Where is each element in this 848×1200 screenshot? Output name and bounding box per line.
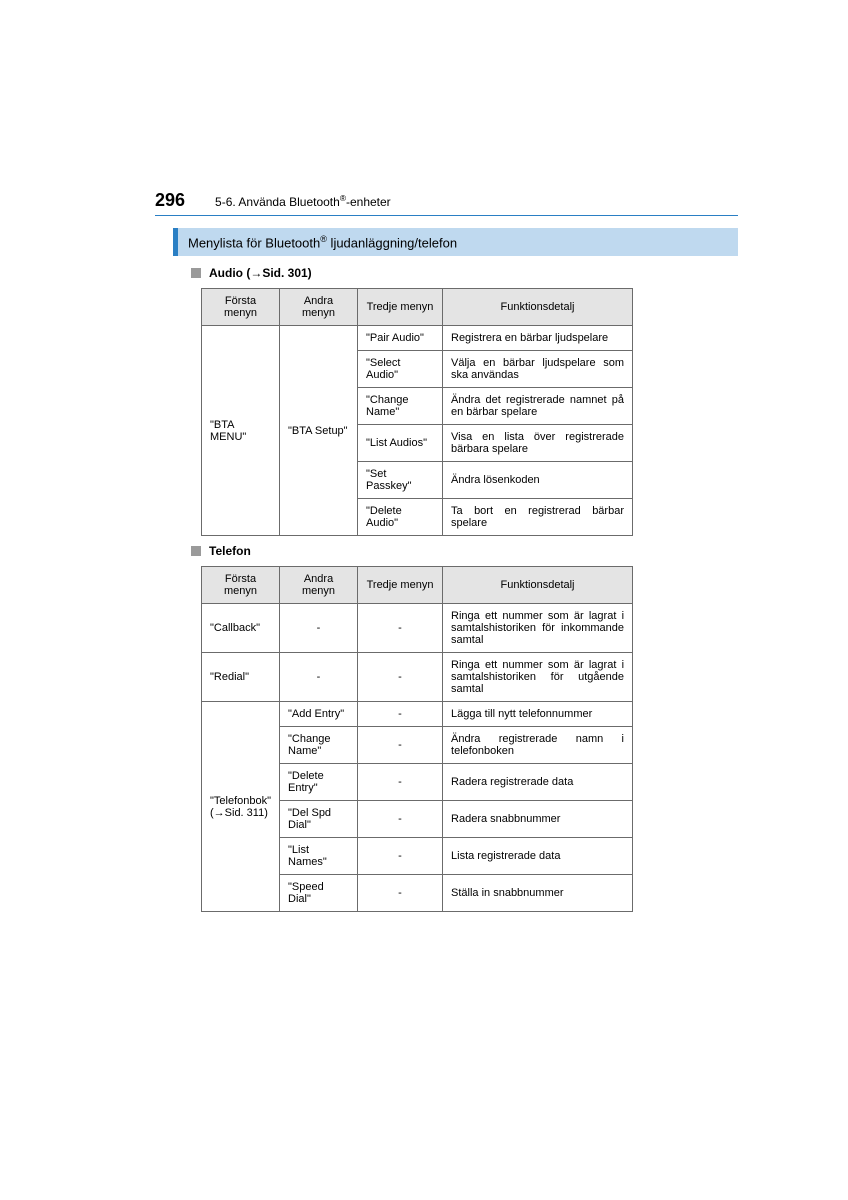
col-header: Tredje menyn: [358, 567, 443, 604]
detail-cell: Radera registrerade data: [443, 764, 633, 801]
table-row: "Telefonbok" (→Sid. 311) "Add Entry" - L…: [202, 702, 633, 727]
table-row: "Redial" - - Ringa ett nummer som är lag…: [202, 653, 633, 702]
telefon-heading: Telefon: [191, 544, 738, 558]
audio-heading: Audio (→Sid. 301): [191, 266, 738, 280]
third-menu-cell: "Delete Audio": [358, 499, 443, 536]
third-menu-cell: "Change Name": [358, 388, 443, 425]
col-header: Andra menyn: [280, 289, 358, 326]
second-menu-cell: "Add Entry": [280, 702, 358, 727]
col-header: Första menyn: [202, 567, 280, 604]
section-path: 5-6. Använda Bluetooth®-enheter: [215, 193, 391, 209]
third-menu-cell: -: [358, 604, 443, 653]
third-menu-cell: -: [358, 875, 443, 912]
third-menu-cell: "List Audios": [358, 425, 443, 462]
detail-cell: Ändra lösenkoden: [443, 462, 633, 499]
third-menu-cell: -: [358, 653, 443, 702]
header-rule: [155, 215, 738, 216]
detail-cell: Ändra registrerade namn i telefonboken: [443, 727, 633, 764]
banner-suffix: ljudanläggning/telefon: [327, 235, 457, 250]
col-header: Funktionsdetalj: [443, 289, 633, 326]
telefonbok-label-2: (→Sid. 311): [210, 807, 268, 819]
detail-cell: Visa en lista över registrerade bärbara …: [443, 425, 633, 462]
detail-cell: Radera snabbnummer: [443, 801, 633, 838]
telefonbok-label-1: "Telefonbok": [210, 795, 271, 807]
first-menu-cell: "Callback": [202, 604, 280, 653]
detail-cell: Välja en bärbar ljudspelare som ska anvä…: [443, 351, 633, 388]
detail-cell: Registrera en bärbar ljudspelare: [443, 326, 633, 351]
col-header: Tredje menyn: [358, 289, 443, 326]
second-menu-cell: "Del Spd Dial": [280, 801, 358, 838]
col-header: Första menyn: [202, 289, 280, 326]
third-menu-cell: "Pair Audio": [358, 326, 443, 351]
page-number: 296: [155, 190, 185, 211]
third-menu-cell: -: [358, 838, 443, 875]
second-menu-cell: "BTA Setup": [280, 326, 358, 536]
audio-heading-text: Audio (→Sid. 301): [209, 266, 312, 280]
second-menu-cell: "List Names": [280, 838, 358, 875]
second-menu-cell: -: [280, 653, 358, 702]
table-header-row: Första menyn Andra menyn Tredje menyn Fu…: [202, 567, 633, 604]
first-menu-cell: "BTA MENU": [202, 326, 280, 536]
banner-title: Menylista för Bluetooth® ljudanläggning/…: [173, 228, 738, 256]
third-menu-cell: -: [358, 764, 443, 801]
detail-cell: Ställa in snabbnummer: [443, 875, 633, 912]
table-header-row: Första menyn Andra menyn Tredje menyn Fu…: [202, 289, 633, 326]
detail-cell: Ringa ett nummer som är lagrat i samtals…: [443, 604, 633, 653]
second-menu-cell: "Change Name": [280, 727, 358, 764]
first-menu-cell: "Telefonbok" (→Sid. 311): [202, 702, 280, 912]
banner-prefix: Menylista för Bluetooth: [188, 235, 320, 250]
third-menu-cell: -: [358, 702, 443, 727]
col-header: Andra menyn: [280, 567, 358, 604]
third-menu-cell: "Set Passkey": [358, 462, 443, 499]
first-menu-cell: "Redial": [202, 653, 280, 702]
table-row: "BTA MENU" "BTA Setup" "Pair Audio" Regi…: [202, 326, 633, 351]
section-path-prefix: 5-6. Använda Bluetooth: [215, 195, 340, 209]
table-row: "Callback" - - Ringa ett nummer som är l…: [202, 604, 633, 653]
audio-table: Första menyn Andra menyn Tredje menyn Fu…: [201, 288, 633, 536]
detail-cell: Lista registrerade data: [443, 838, 633, 875]
third-menu-cell: -: [358, 801, 443, 838]
detail-cell: Ta bort en registrerad bärbar spelare: [443, 499, 633, 536]
telefon-table: Första menyn Andra menyn Tredje menyn Fu…: [201, 566, 633, 912]
third-menu-cell: -: [358, 727, 443, 764]
detail-cell: Ändra det registrerade namnet på en bärb…: [443, 388, 633, 425]
third-menu-cell: "Select Audio": [358, 351, 443, 388]
detail-cell: Lägga till nytt telefonnummer: [443, 702, 633, 727]
second-menu-cell: -: [280, 604, 358, 653]
section-path-suffix: -enheter: [346, 195, 391, 209]
bullet-icon: [191, 546, 201, 556]
second-menu-cell: "Delete Entry": [280, 764, 358, 801]
telefon-heading-text: Telefon: [209, 544, 251, 558]
registered-icon: ®: [320, 234, 327, 244]
second-menu-cell: "Speed Dial": [280, 875, 358, 912]
bullet-icon: [191, 268, 201, 278]
col-header: Funktionsdetalj: [443, 567, 633, 604]
detail-cell: Ringa ett nummer som är lagrat i samtals…: [443, 653, 633, 702]
